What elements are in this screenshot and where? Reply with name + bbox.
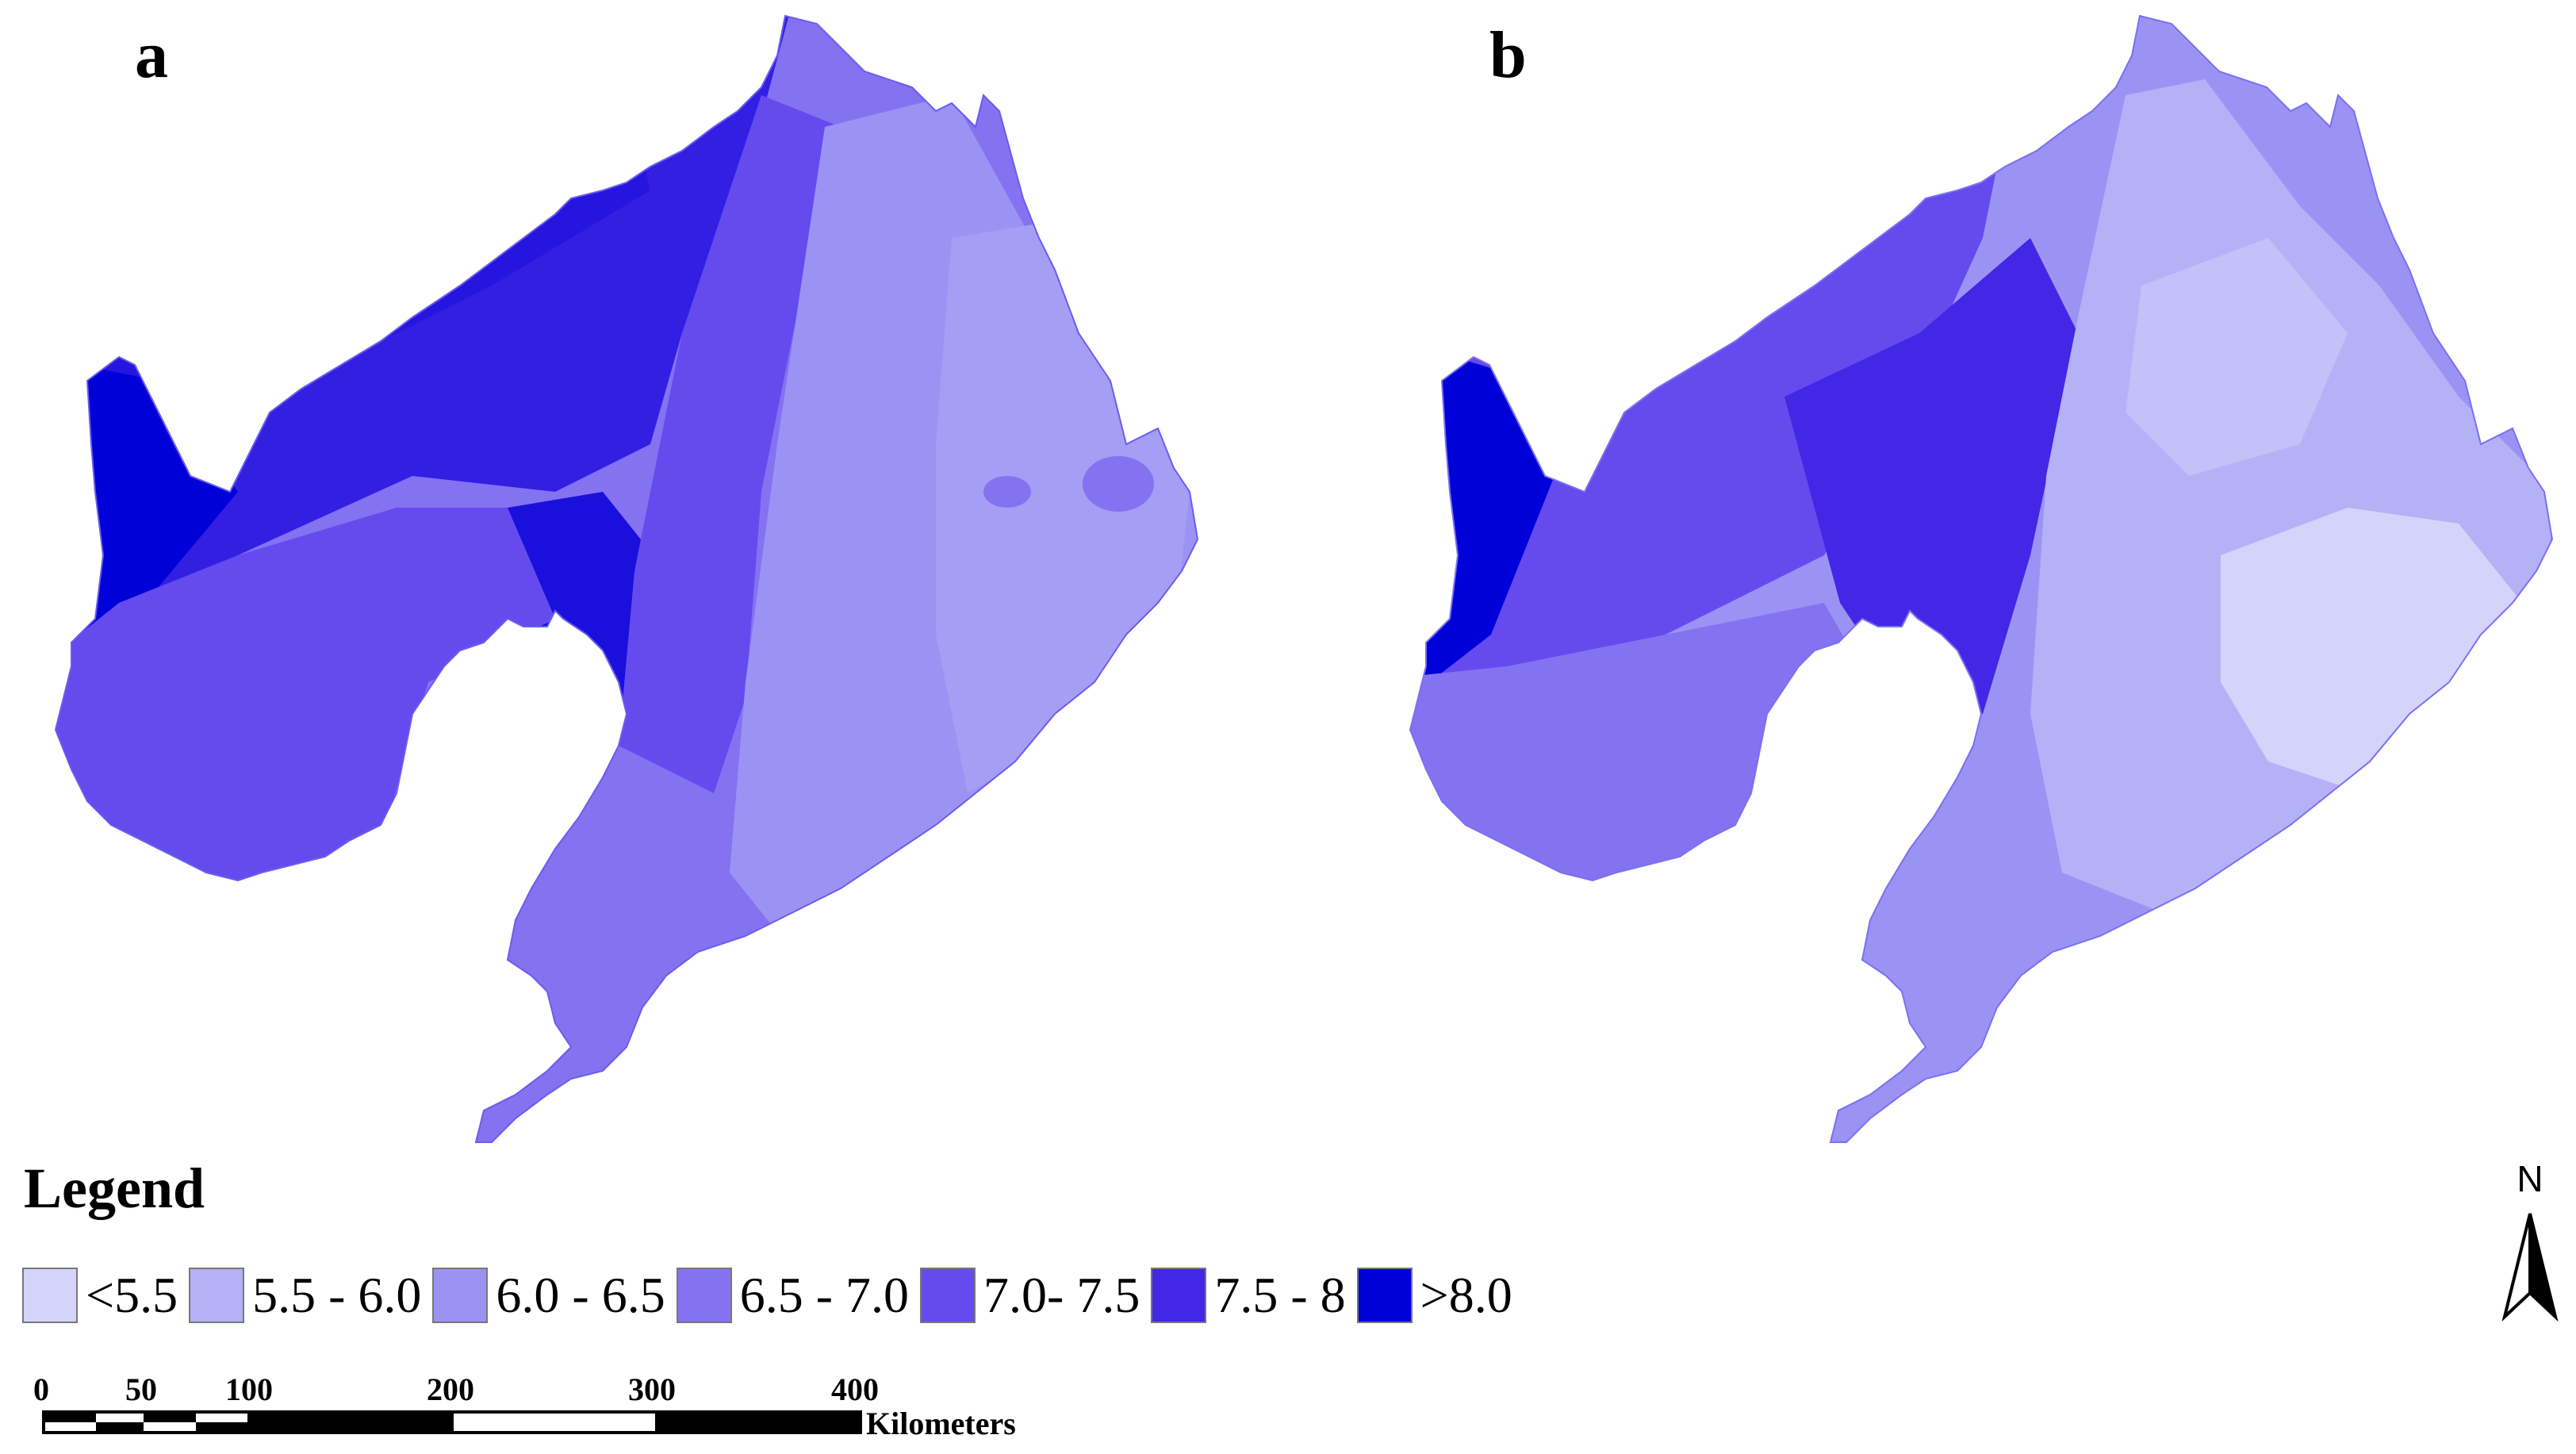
legend-item-gt-8-0: >8.0: [1356, 1267, 1512, 1323]
legend-swatch: [920, 1268, 976, 1323]
scale-unit: Kilometers: [866, 1406, 1016, 1441]
legend-label: >8.0: [1420, 1267, 1512, 1323]
legend-label: 7.0- 7.5: [983, 1267, 1140, 1323]
panel-label-a: a: [135, 18, 168, 92]
legend-label: 5.5 - 6.0: [252, 1267, 422, 1323]
legend-swatch: [22, 1268, 78, 1323]
scale-tick-400: 400: [831, 1372, 879, 1407]
legend-label: 6.0 - 6.5: [496, 1267, 665, 1323]
north-arrow-icon: N: [2501, 1158, 2559, 1322]
legend-item-6-0-6-5: 6.0 - 6.5: [432, 1268, 665, 1323]
legend-swatch: [189, 1268, 245, 1323]
legend-swatch: [1151, 1268, 1207, 1323]
legend-item-7-5-8: 7.5 - 8: [1151, 1267, 1346, 1323]
legend-swatch: [432, 1268, 489, 1323]
scale-tick-100: 100: [225, 1372, 273, 1407]
scale-tick-0: 0: [33, 1372, 49, 1407]
scale-tick-300: 300: [628, 1372, 676, 1407]
legend-item-5-5-6-0: 5.5 - 6.0: [189, 1268, 421, 1323]
legend-label: 7.5 - 8: [1214, 1267, 1346, 1323]
scale-tick-200: 200: [427, 1372, 474, 1407]
legend-item-7-0-7-5: 7.0- 7.5: [920, 1268, 1140, 1323]
legend-item-lt-5-5: <5.5: [22, 1268, 178, 1323]
legend-label: 6.5 - 7.0: [739, 1267, 910, 1323]
legend-item-6-5-7-0: 6.5 - 7.0: [676, 1267, 910, 1323]
scale-tick-50: 50: [125, 1372, 157, 1407]
legend-swatch: [1356, 1268, 1413, 1323]
panel-label-b: b: [1489, 18, 1527, 92]
legend-title: Legend: [24, 1157, 205, 1220]
legend-swatch: [676, 1268, 732, 1323]
legend: <5.5 5.5 - 6.0 6.0 - 6.5 6.5 - 7.0 7.0- …: [22, 1268, 1524, 1323]
legend-label: <5.5: [86, 1267, 178, 1323]
map-panel-b: [1409, 15, 2553, 1143]
map-panel-a: [55, 15, 1198, 1143]
maps-canvas: [55, 15, 2553, 1143]
north-label: N: [2517, 1158, 2543, 1199]
